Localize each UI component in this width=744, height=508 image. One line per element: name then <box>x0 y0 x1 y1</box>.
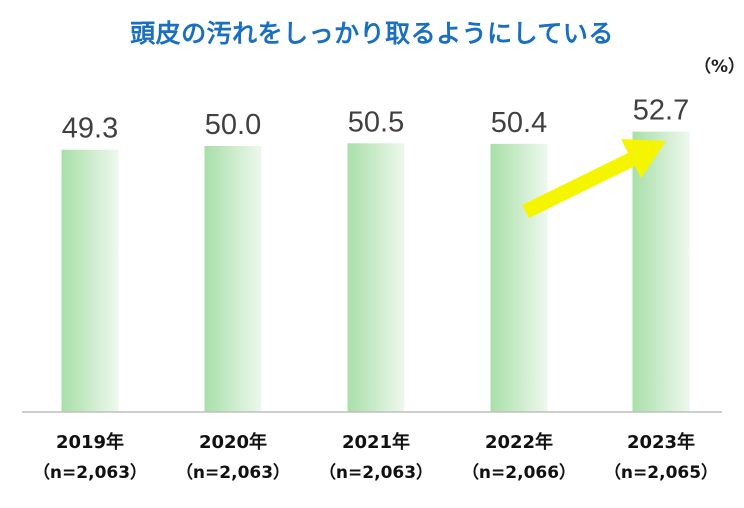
trend-arrow-shape <box>522 139 666 218</box>
value-label: 49.3 <box>62 113 118 145</box>
sample-size-label: （n=2,063） <box>33 462 147 483</box>
bar-2020年 <box>204 146 262 412</box>
value-label: 50.0 <box>205 109 261 141</box>
value-label: 50.5 <box>348 106 404 138</box>
sample-size-label: （n=2,063） <box>176 462 290 483</box>
value-label: 52.7 <box>633 95 689 127</box>
bar-2021年 <box>347 143 405 412</box>
bar-2019年 <box>61 149 119 412</box>
x-tick-label: 2020年 <box>199 431 267 453</box>
trend-arrow <box>522 139 666 218</box>
sample-size-label: （n=2,066） <box>462 462 576 483</box>
sample-size-label: （n=2,063） <box>319 462 433 483</box>
value-label: 50.4 <box>491 107 547 139</box>
bar-2022年 <box>490 143 548 412</box>
x-tick-label: 2019年 <box>56 431 124 453</box>
bar-2023年 <box>632 131 690 413</box>
chart-title: 頭皮の汚れをしっかり取るようにしている <box>130 19 614 48</box>
x-tick-label: 2022年 <box>485 431 553 453</box>
x-tick-label: 2023年 <box>627 431 695 453</box>
x-tick-label: 2021年 <box>342 431 410 453</box>
unit-label: （%） <box>694 57 744 77</box>
sample-size-label: （n=2,065） <box>604 462 718 483</box>
